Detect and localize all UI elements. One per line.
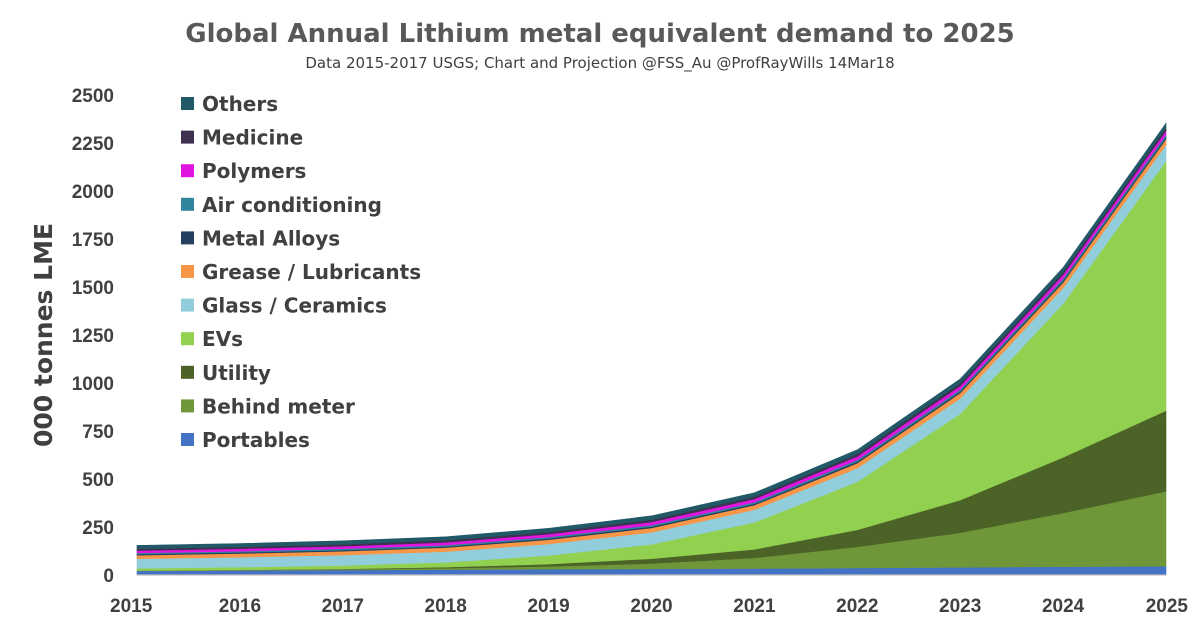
y-tick-label: 750 <box>82 422 114 443</box>
y-tick-label: 2250 <box>72 134 114 155</box>
legend-item-utility: Utility <box>181 361 271 385</box>
chart-subtitle: Data 2015-2017 USGS; Chart and Projectio… <box>305 54 894 73</box>
y-tick-label: 1250 <box>72 326 114 347</box>
y-tick-label: 1000 <box>72 374 114 395</box>
x-tick-label: 2017 <box>322 596 364 617</box>
x-tick-label: 2023 <box>939 596 981 617</box>
legend-label: Metal Alloys <box>202 226 340 250</box>
legend-label: Utility <box>202 361 271 385</box>
legend-swatch <box>181 433 194 446</box>
legend-label: Medicine <box>202 126 303 150</box>
legend-swatch <box>181 231 194 245</box>
legend-swatch <box>181 130 194 144</box>
legend-swatch <box>181 365 194 379</box>
axes-group: 0 250 500 750 1000 1250 1500 1750 2000 2250 2500 20… <box>72 86 1189 617</box>
x-tick-label: 2020 <box>630 596 672 617</box>
legend-item-medicine: Medicine <box>181 126 303 150</box>
x-tick-label: 2021 <box>733 596 776 617</box>
legend-label: Air conditioning <box>202 193 382 217</box>
y-tick-label: 0 <box>103 566 114 587</box>
x-tick-label: 2015 <box>110 596 153 617</box>
legend-label: EVs <box>202 327 243 351</box>
x-tick-label: 2019 <box>527 596 569 617</box>
y-axis-label: 000 tonnes LME <box>29 223 58 447</box>
legend-swatch <box>181 265 194 278</box>
legend: Others Medicine Polymers Air conditioning Me… <box>181 92 421 452</box>
y-tick-label: 2000 <box>72 182 114 203</box>
legend-label: Portables <box>202 428 310 452</box>
legend-swatch <box>181 332 194 346</box>
legend-label: Grease / Lubricants <box>202 260 421 284</box>
legend-label: Behind meter <box>202 394 355 418</box>
legend-swatch <box>181 298 194 312</box>
legend-swatch <box>181 164 194 178</box>
legend-item-polymers: Polymers <box>181 159 306 183</box>
x-tick-label: 2022 <box>836 596 878 617</box>
legend-item-metal-alloys: Metal Alloys <box>181 226 340 250</box>
legend-swatch <box>181 399 194 413</box>
x-tick-label: 2018 <box>425 596 467 617</box>
legend-item-evs: EVs <box>181 327 243 351</box>
x-tick-label: 2024 <box>1042 596 1085 617</box>
legend-item-glass-ceramics: Glass / Ceramics <box>181 294 387 318</box>
legend-item-grease-lubricants: Grease / Lubricants <box>181 260 421 284</box>
legend-item-air-conditioning: Air conditioning <box>181 193 382 217</box>
legend-item-portables: Portables <box>181 428 310 452</box>
legend-swatch <box>181 97 194 110</box>
chart-title: Global Annual Lithium metal equivalent d… <box>185 19 1015 49</box>
y-tick-label: 1500 <box>72 278 114 299</box>
y-tick-label: 500 <box>82 470 114 491</box>
legend-label: Polymers <box>202 159 306 183</box>
legend-item-behind-meter: Behind meter <box>181 394 355 418</box>
y-tick-label: 1750 <box>72 230 114 251</box>
legend-item-others: Others <box>181 92 278 116</box>
area-series-group <box>136 122 1167 576</box>
y-tick-label: 2500 <box>72 86 114 107</box>
legend-swatch <box>181 197 194 211</box>
x-tick-label: 2025 <box>1146 596 1189 617</box>
legend-label: Glass / Ceramics <box>202 294 387 318</box>
area-others <box>136 122 1167 550</box>
x-tick-label: 2016 <box>219 596 261 617</box>
legend-label: Others <box>202 92 278 116</box>
y-tick-label: 250 <box>82 518 114 539</box>
